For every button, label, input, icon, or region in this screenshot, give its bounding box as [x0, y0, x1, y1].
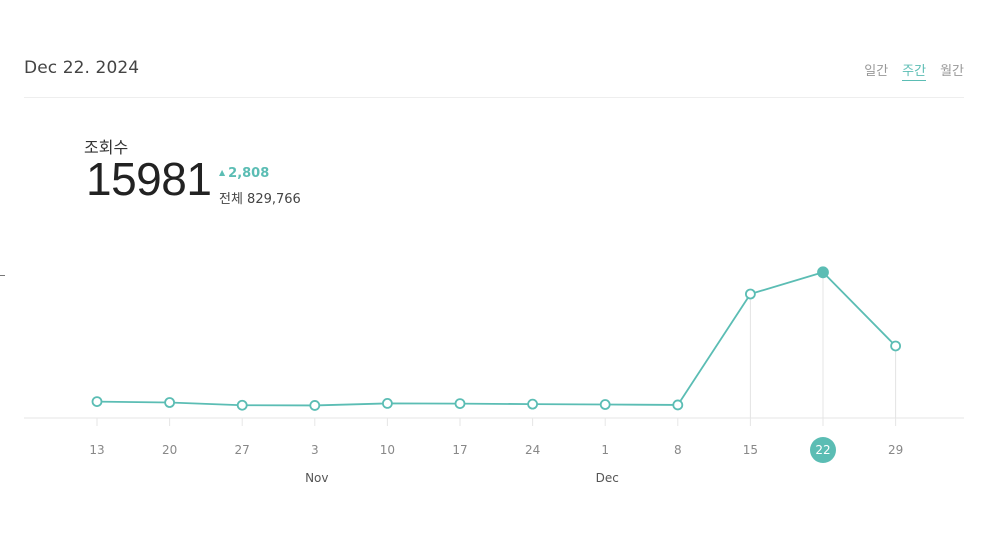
month-label: Nov [305, 471, 328, 485]
data-point [527, 398, 538, 410]
x-tick-label: 17 [452, 443, 467, 457]
metric-total: 전체 829,766 [219, 192, 301, 207]
x-tick-label: 15 [743, 443, 758, 457]
tab-daily[interactable]: 일간 [864, 64, 889, 79]
data-point [91, 396, 103, 407]
x-tick-label: 3 [311, 443, 319, 457]
x-tick-label: 13 [89, 443, 104, 457]
metric-change: ▲ 2,808 [219, 166, 269, 181]
data-point [164, 397, 176, 408]
x-tick-label: 20 [162, 443, 177, 457]
period-tabs: 일간 주간 월간 [864, 60, 964, 81]
x-tick-label: 24 [525, 443, 540, 457]
report-date: Dec 22. 2024 [24, 58, 140, 78]
x-tick-label: 10 [380, 443, 395, 457]
edge-marker [0, 275, 5, 276]
selected-tick-badge [810, 437, 836, 463]
x-tick-label: 8 [674, 443, 682, 457]
metric-change-value: 2,808 [228, 166, 270, 181]
x-tick-label: 22 [815, 443, 830, 457]
data-point [381, 398, 393, 409]
data-point [745, 288, 756, 300]
metric-value: 15981 [86, 153, 212, 205]
data-point [890, 340, 901, 352]
x-tick-label: 29 [888, 443, 903, 457]
x-tick-label: 27 [235, 443, 250, 457]
up-triangle-icon: ▲ [219, 168, 226, 177]
data-point [309, 400, 321, 411]
data-point [599, 399, 611, 410]
metric-label: 조회수 [84, 138, 129, 157]
tab-weekly[interactable]: 주간 [902, 60, 927, 81]
selected-data-point [817, 266, 829, 279]
data-point [672, 399, 684, 411]
tab-monthly[interactable]: 월간 [940, 64, 964, 79]
data-point [236, 399, 248, 411]
data-point [454, 398, 466, 409]
month-label: Dec [596, 471, 619, 485]
header-divider [24, 97, 964, 98]
x-tick-label: 1 [601, 443, 609, 457]
series-line [96, 271, 897, 407]
